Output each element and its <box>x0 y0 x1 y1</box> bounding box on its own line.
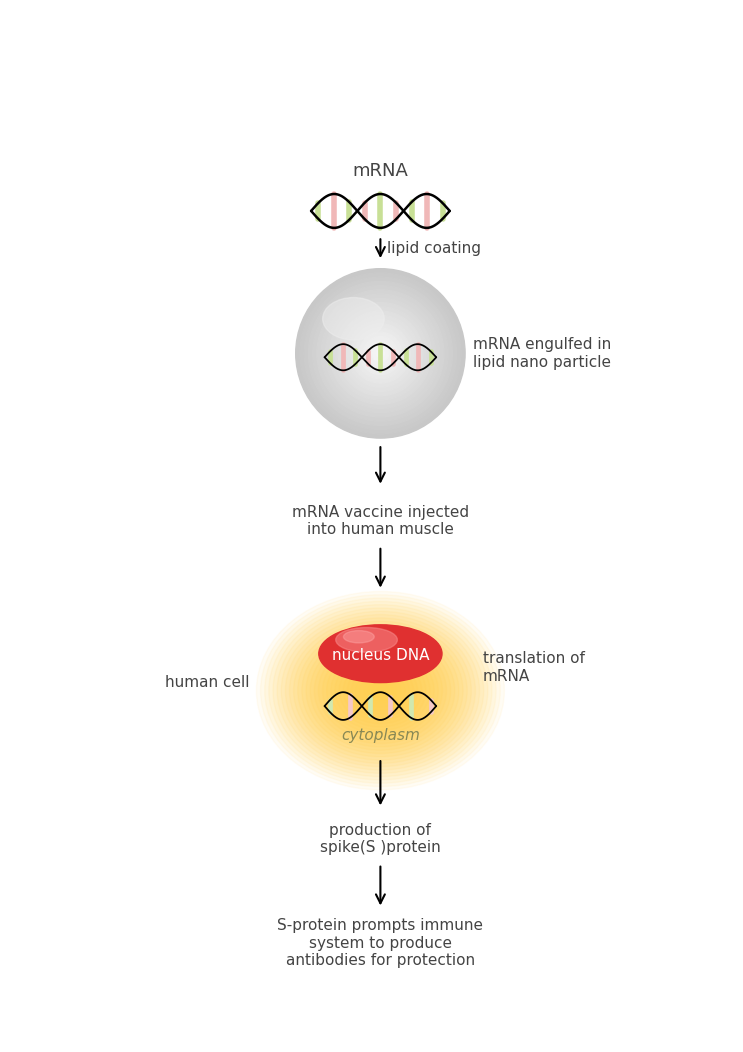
Ellipse shape <box>368 681 393 701</box>
Ellipse shape <box>277 608 484 773</box>
Ellipse shape <box>273 605 488 776</box>
Text: production of
spike(S )protein: production of spike(S )protein <box>320 823 441 855</box>
Ellipse shape <box>364 677 397 704</box>
Text: translation of
mRNA: translation of mRNA <box>483 651 585 684</box>
Circle shape <box>330 303 431 404</box>
Ellipse shape <box>343 630 374 643</box>
Ellipse shape <box>310 634 451 747</box>
Ellipse shape <box>269 602 492 780</box>
Text: mRNA engulfed in
lipid nano particle: mRNA engulfed in lipid nano particle <box>473 338 611 369</box>
Ellipse shape <box>372 684 389 697</box>
Circle shape <box>372 345 389 362</box>
Ellipse shape <box>306 631 455 750</box>
Ellipse shape <box>360 674 401 707</box>
Text: lipid coating: lipid coating <box>386 241 481 257</box>
Ellipse shape <box>335 654 426 727</box>
Ellipse shape <box>327 648 434 733</box>
Circle shape <box>325 299 435 408</box>
Circle shape <box>359 332 401 375</box>
Ellipse shape <box>356 671 405 710</box>
Ellipse shape <box>298 625 463 756</box>
Circle shape <box>317 290 444 417</box>
Circle shape <box>296 268 465 438</box>
Ellipse shape <box>331 651 430 730</box>
Circle shape <box>338 311 423 396</box>
Ellipse shape <box>339 658 422 724</box>
Ellipse shape <box>319 625 442 683</box>
Ellipse shape <box>376 687 385 694</box>
Circle shape <box>355 328 406 379</box>
Circle shape <box>376 349 385 358</box>
Ellipse shape <box>282 611 479 770</box>
Circle shape <box>321 295 440 412</box>
Circle shape <box>351 324 410 383</box>
Ellipse shape <box>322 298 384 340</box>
Text: human cell: human cell <box>165 675 250 690</box>
Ellipse shape <box>351 668 409 714</box>
Ellipse shape <box>314 638 447 744</box>
Ellipse shape <box>285 614 476 767</box>
Ellipse shape <box>336 627 398 652</box>
Ellipse shape <box>343 661 418 721</box>
Circle shape <box>308 281 452 425</box>
Circle shape <box>368 341 393 366</box>
Text: nucleus DNA: nucleus DNA <box>331 648 429 663</box>
Circle shape <box>343 316 418 391</box>
Ellipse shape <box>322 645 438 737</box>
Circle shape <box>363 337 398 370</box>
Circle shape <box>300 272 461 433</box>
Ellipse shape <box>347 664 413 717</box>
Text: mRNA vaccine injected
into human muscle: mRNA vaccine injected into human muscle <box>292 505 469 538</box>
Circle shape <box>313 286 448 421</box>
Circle shape <box>334 307 427 400</box>
Text: mRNA: mRNA <box>352 162 409 180</box>
Text: cytoplasm: cytoplasm <box>341 728 420 743</box>
Ellipse shape <box>265 599 496 784</box>
Ellipse shape <box>261 594 500 787</box>
Ellipse shape <box>293 622 467 761</box>
Circle shape <box>346 320 415 387</box>
Circle shape <box>304 277 457 429</box>
Ellipse shape <box>290 618 471 764</box>
Ellipse shape <box>256 591 504 790</box>
Text: S-protein prompts immune
system to produce
antibodies for protection: S-protein prompts immune system to produ… <box>277 918 484 968</box>
Ellipse shape <box>319 641 442 741</box>
Ellipse shape <box>302 628 459 753</box>
